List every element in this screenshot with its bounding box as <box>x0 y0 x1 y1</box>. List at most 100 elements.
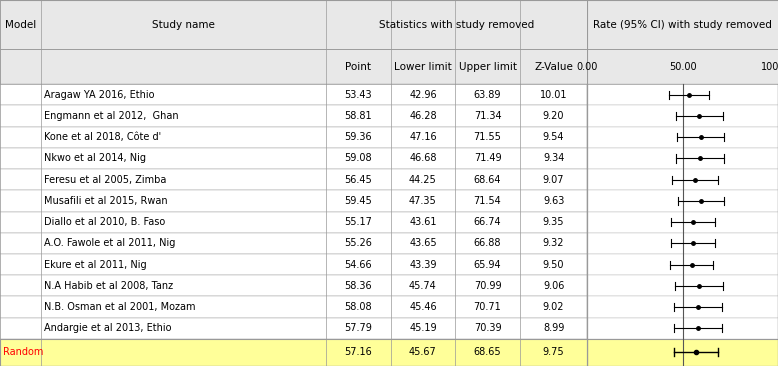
Text: A.O. Fawole et al 2011, Nig: A.O. Fawole et al 2011, Nig <box>44 238 175 249</box>
Text: 9.06: 9.06 <box>543 281 564 291</box>
Text: 53.43: 53.43 <box>345 90 372 100</box>
Text: 9.75: 9.75 <box>543 347 564 358</box>
Bar <box>0 254 587 275</box>
Text: 68.65: 68.65 <box>474 347 501 358</box>
Text: Upper limit: Upper limit <box>458 62 517 72</box>
Bar <box>587 0 778 49</box>
Text: Rate (95% CI) with study removed: Rate (95% CI) with study removed <box>594 20 772 30</box>
Bar <box>0 0 587 49</box>
Text: 58.36: 58.36 <box>345 281 372 291</box>
Text: Statistics with study removed: Statistics with study removed <box>379 20 534 30</box>
Bar <box>587 105 778 127</box>
Text: 100.00: 100.00 <box>761 62 778 72</box>
Bar <box>0 275 587 296</box>
Text: Feresu et al 2005, Zimba: Feresu et al 2005, Zimba <box>44 175 166 185</box>
Text: 59.08: 59.08 <box>345 153 372 164</box>
Bar <box>0 233 587 254</box>
Text: 43.65: 43.65 <box>409 238 436 249</box>
Text: 56.45: 56.45 <box>345 175 372 185</box>
Text: 55.17: 55.17 <box>345 217 372 227</box>
Text: 46.28: 46.28 <box>409 111 436 121</box>
Text: Diallo et al 2010, B. Faso: Diallo et al 2010, B. Faso <box>44 217 165 227</box>
Text: 0.00: 0.00 <box>576 62 598 72</box>
Bar <box>587 254 778 275</box>
Text: 58.81: 58.81 <box>345 111 372 121</box>
Text: 9.54: 9.54 <box>543 132 564 142</box>
Text: 45.19: 45.19 <box>409 323 436 333</box>
Text: 9.35: 9.35 <box>543 217 564 227</box>
Text: 9.50: 9.50 <box>543 259 564 270</box>
Bar <box>0 169 587 190</box>
Text: 8.99: 8.99 <box>543 323 564 333</box>
Text: 54.66: 54.66 <box>345 259 372 270</box>
Text: 9.07: 9.07 <box>543 175 564 185</box>
Text: 70.71: 70.71 <box>474 302 501 312</box>
Text: 63.89: 63.89 <box>474 90 501 100</box>
Text: Model: Model <box>5 20 37 30</box>
Text: 43.61: 43.61 <box>409 217 436 227</box>
Text: 9.32: 9.32 <box>543 238 564 249</box>
Text: 47.35: 47.35 <box>409 196 436 206</box>
Bar <box>587 127 778 148</box>
Text: Lower limit: Lower limit <box>394 62 452 72</box>
Bar <box>587 296 778 318</box>
Text: Andargie et al 2013, Ethio: Andargie et al 2013, Ethio <box>44 323 172 333</box>
Text: 44.25: 44.25 <box>409 175 436 185</box>
Text: Musafili et al 2015, Rwan: Musafili et al 2015, Rwan <box>44 196 168 206</box>
Text: Kone et al 2018, Côte d': Kone et al 2018, Côte d' <box>44 132 161 142</box>
Bar <box>587 169 778 190</box>
Bar <box>587 84 778 105</box>
Bar <box>587 212 778 233</box>
Text: 57.79: 57.79 <box>345 323 372 333</box>
Text: Aragaw YA 2016, Ethio: Aragaw YA 2016, Ethio <box>44 90 155 100</box>
Bar <box>0 190 587 212</box>
Bar <box>0 148 587 169</box>
Text: 43.39: 43.39 <box>409 259 436 270</box>
Text: 58.08: 58.08 <box>345 302 372 312</box>
Text: 42.96: 42.96 <box>409 90 436 100</box>
Text: 9.02: 9.02 <box>543 302 564 312</box>
Bar <box>0 318 587 339</box>
Text: Z-Value: Z-Value <box>534 62 573 72</box>
Bar <box>587 190 778 212</box>
Bar <box>0 127 587 148</box>
Bar <box>0 212 587 233</box>
Text: 71.55: 71.55 <box>474 132 502 142</box>
Text: 65.94: 65.94 <box>474 259 501 270</box>
Bar <box>0 105 587 127</box>
Text: 59.45: 59.45 <box>345 196 372 206</box>
Text: Random: Random <box>3 347 44 358</box>
Bar <box>587 148 778 169</box>
Text: Point: Point <box>345 62 371 72</box>
Bar <box>587 233 778 254</box>
Text: Study name: Study name <box>152 20 215 30</box>
Text: 66.88: 66.88 <box>474 238 501 249</box>
Text: 45.74: 45.74 <box>409 281 436 291</box>
Text: 50.00: 50.00 <box>669 62 696 72</box>
Text: 47.16: 47.16 <box>409 132 436 142</box>
Bar <box>587 339 778 366</box>
Text: Engmann et al 2012,  Ghan: Engmann et al 2012, Ghan <box>44 111 179 121</box>
Bar <box>587 318 778 339</box>
Text: 68.64: 68.64 <box>474 175 501 185</box>
Text: 71.54: 71.54 <box>474 196 501 206</box>
Text: 45.67: 45.67 <box>409 347 436 358</box>
Text: Ekure et al 2011, Nig: Ekure et al 2011, Nig <box>44 259 147 270</box>
Text: 70.99: 70.99 <box>474 281 501 291</box>
Text: 57.16: 57.16 <box>345 347 372 358</box>
Text: 71.34: 71.34 <box>474 111 501 121</box>
Text: 45.46: 45.46 <box>409 302 436 312</box>
Bar <box>0 339 587 366</box>
Text: 66.74: 66.74 <box>474 217 501 227</box>
Bar <box>0 49 587 84</box>
Text: 70.39: 70.39 <box>474 323 501 333</box>
Text: 71.49: 71.49 <box>474 153 501 164</box>
Text: 59.36: 59.36 <box>345 132 372 142</box>
Bar <box>587 275 778 296</box>
Text: 55.26: 55.26 <box>345 238 372 249</box>
Text: Nkwo et al 2014, Nig: Nkwo et al 2014, Nig <box>44 153 146 164</box>
Text: N.B. Osman et al 2001, Mozam: N.B. Osman et al 2001, Mozam <box>44 302 195 312</box>
Text: 10.01: 10.01 <box>540 90 567 100</box>
Text: 9.63: 9.63 <box>543 196 564 206</box>
Text: 46.68: 46.68 <box>409 153 436 164</box>
